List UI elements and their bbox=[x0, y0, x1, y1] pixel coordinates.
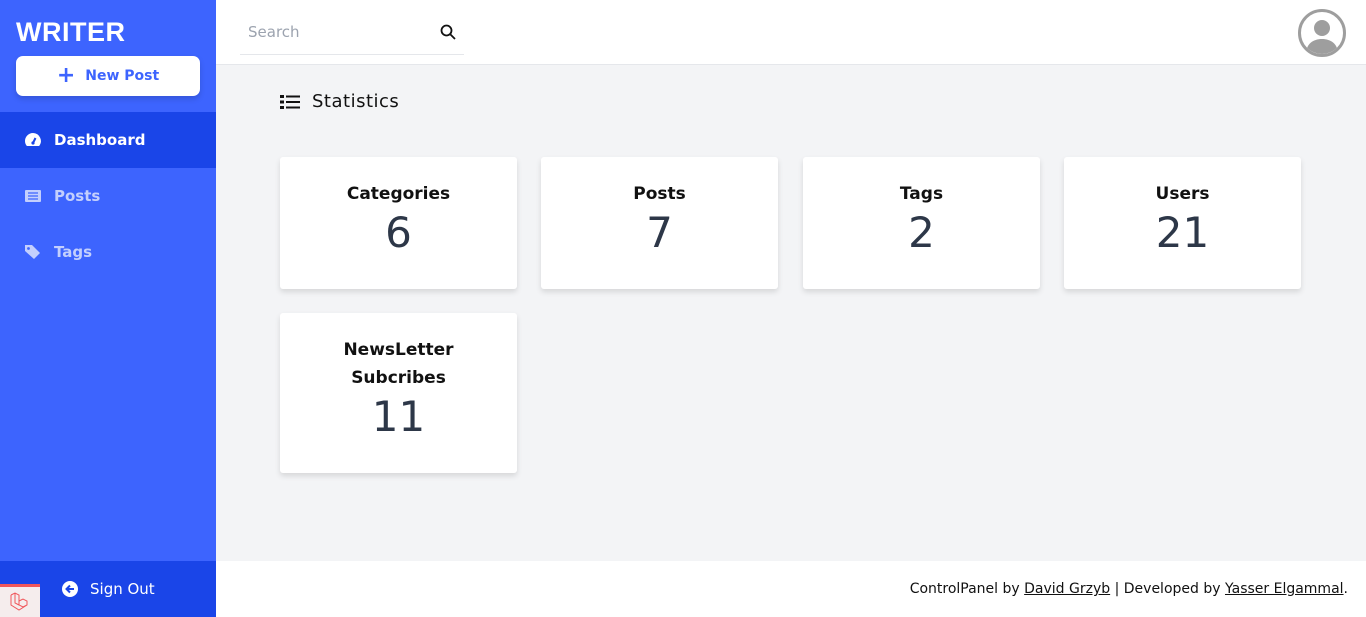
list-icon bbox=[280, 94, 300, 109]
sidebar-item-label: Dashboard bbox=[54, 131, 146, 149]
sidebar: WRITER + New Post Dashboard Posts Tags S… bbox=[0, 0, 216, 617]
top-bar bbox=[216, 0, 1366, 65]
tachometer-icon bbox=[25, 133, 41, 146]
sidebar-item-posts[interactable]: Posts bbox=[0, 168, 216, 224]
page-title-text: Statistics bbox=[312, 91, 400, 112]
search-input[interactable] bbox=[248, 23, 418, 41]
newspaper-icon bbox=[25, 190, 41, 202]
footer: ControlPanel by David Grzyb | Developed … bbox=[216, 561, 1366, 617]
page-title: Statistics bbox=[280, 91, 399, 112]
search-icon[interactable] bbox=[440, 24, 456, 40]
stat-card-users[interactable]: Users 21 bbox=[1064, 157, 1301, 289]
plus-icon: + bbox=[56, 63, 76, 88]
author-link-2[interactable]: Yasser Elgammal bbox=[1224, 581, 1344, 597]
stat-label: Users bbox=[1155, 184, 1210, 204]
search-box bbox=[240, 10, 464, 55]
footer-suffix: . bbox=[1343, 581, 1348, 597]
sidebar-item-label: Posts bbox=[54, 187, 101, 205]
arrow-left-circle-icon bbox=[62, 581, 78, 597]
new-post-button[interactable]: + New Post bbox=[16, 56, 200, 96]
stat-card-categories[interactable]: Categories 6 bbox=[280, 157, 517, 289]
sidebar-item-label: Tags bbox=[54, 243, 93, 261]
brand-logo[interactable]: WRITER bbox=[16, 17, 126, 47]
tag-icon bbox=[25, 245, 40, 259]
stat-label: Tags bbox=[899, 184, 944, 204]
stat-label: Categories bbox=[346, 184, 451, 204]
stat-value: 7 bbox=[646, 208, 673, 257]
sign-out-label: Sign Out bbox=[90, 580, 155, 598]
laravel-debugbar-icon[interactable] bbox=[0, 584, 40, 617]
author-link-1[interactable]: David Grzyb bbox=[1024, 581, 1111, 597]
stat-value: 11 bbox=[371, 392, 426, 441]
stat-value: 21 bbox=[1155, 208, 1210, 257]
stat-label: NewsLetter Subcribes bbox=[343, 340, 454, 388]
stat-label: Posts bbox=[633, 184, 686, 204]
user-avatar[interactable] bbox=[1298, 9, 1346, 57]
new-post-label: New Post bbox=[85, 68, 160, 84]
sidebar-item-tags[interactable]: Tags bbox=[0, 224, 216, 280]
stat-value: 6 bbox=[385, 208, 412, 257]
sidebar-nav: Dashboard Posts Tags bbox=[0, 112, 216, 280]
sidebar-item-dashboard[interactable]: Dashboard bbox=[0, 112, 216, 168]
stat-value: 2 bbox=[908, 208, 935, 257]
stat-card-tags[interactable]: Tags 2 bbox=[803, 157, 1040, 289]
stat-card-posts[interactable]: Posts 7 bbox=[541, 157, 778, 289]
footer-prefix: ControlPanel by bbox=[909, 581, 1020, 597]
footer-middle: | Developed by bbox=[1114, 581, 1221, 597]
stat-card-newsletter[interactable]: NewsLetter Subcribes 11 bbox=[280, 313, 517, 473]
